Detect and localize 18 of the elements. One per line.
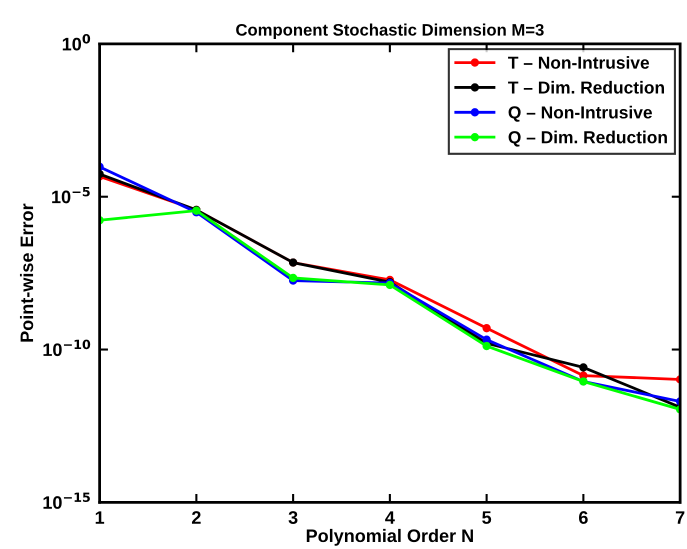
legend-label: T – Non-Intrusive [508, 56, 650, 69]
y-tick-label: 10$^{−15}$ [43, 492, 90, 509]
x-tick-label: 1 [96, 511, 104, 524]
x-tick-label: 4 [385, 511, 395, 524]
x-tick-label: 5 [482, 511, 492, 524]
y-tick-label: 10$^{0}$ [62, 34, 90, 50]
chart-title: Component Stochastic Dimension M=3 [236, 24, 544, 40]
legend-label: Q – Dim. Reduction [508, 130, 667, 147]
x-tick-label: 2 [192, 511, 201, 524]
legend-label: Q – Non-Intrusive [508, 106, 652, 122]
x-tick-label: 3 [288, 511, 298, 524]
x-tick-label: 7 [676, 511, 684, 524]
legend-label: T – Dim. Reduction [508, 80, 664, 94]
x-axis-title: Polynomial Order N [306, 528, 473, 546]
y-tick-label: 10$^{−5}$ [52, 187, 90, 204]
y-tick-label: 10$^{−10}$ [43, 340, 90, 356]
y-axis-title: Point-wise Error [20, 204, 34, 342]
x-tick-label: 6 [579, 511, 588, 524]
